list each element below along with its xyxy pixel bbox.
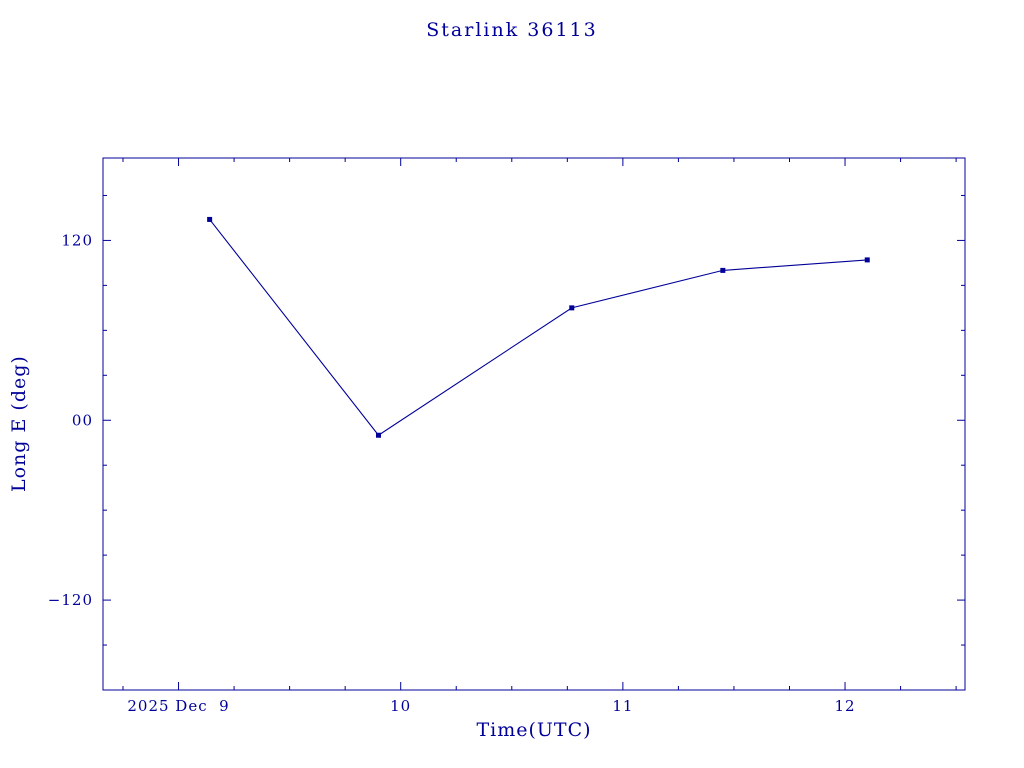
chart-title: Starlink 36113	[426, 19, 598, 41]
x-axis-label: Time(UTC)	[476, 719, 592, 741]
x-tick-label: 10	[390, 697, 411, 715]
x-tick-label: 2025 Dec 9	[127, 697, 229, 715]
x-tick-label: 11	[612, 697, 633, 715]
y-tick-label: −120	[48, 591, 93, 609]
data-point-marker	[207, 216, 213, 222]
data-point-marker	[375, 432, 381, 438]
plot-frame	[102, 157, 966, 691]
data-point-marker	[864, 257, 870, 263]
data-point-marker	[720, 267, 726, 273]
x-tick-label: 12	[834, 697, 855, 715]
data-point-marker	[569, 305, 575, 311]
data-line	[209, 219, 868, 436]
y-tick-label: 120	[61, 231, 93, 249]
y-tick-label: 00	[72, 411, 93, 429]
